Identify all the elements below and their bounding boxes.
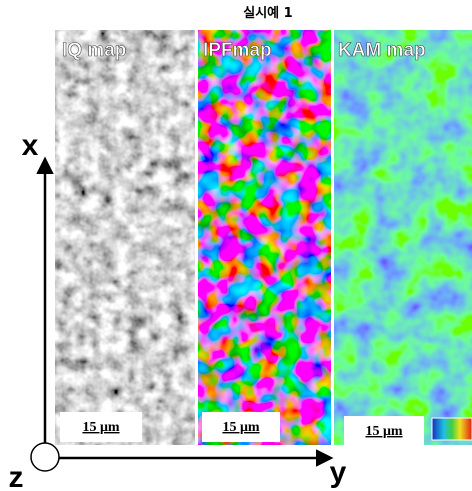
y-axis-label: y	[330, 456, 347, 489]
figure-title: 실시예 1	[243, 5, 292, 21]
ipf-map-image	[198, 30, 331, 445]
scale-bar-label: 15 μm	[365, 424, 402, 439]
z-axis-circle	[31, 443, 59, 471]
scale-bar-label: 15 μm	[82, 420, 119, 435]
figure: 실시예 1 IQ map IPFmap KAM map 15 μm 15 μm …	[0, 0, 472, 491]
iq-map-image	[55, 30, 195, 445]
panel-label: KAM map	[338, 40, 426, 61]
kam-map-image	[334, 30, 472, 445]
color-bar	[432, 418, 472, 440]
scale-bar-label: 15 μm	[222, 420, 259, 435]
x-axis-label: x	[22, 129, 39, 162]
panel-label: IQ map	[62, 40, 126, 61]
panel-label: IPFmap	[203, 40, 272, 61]
z-axis-label: z	[9, 461, 24, 491]
